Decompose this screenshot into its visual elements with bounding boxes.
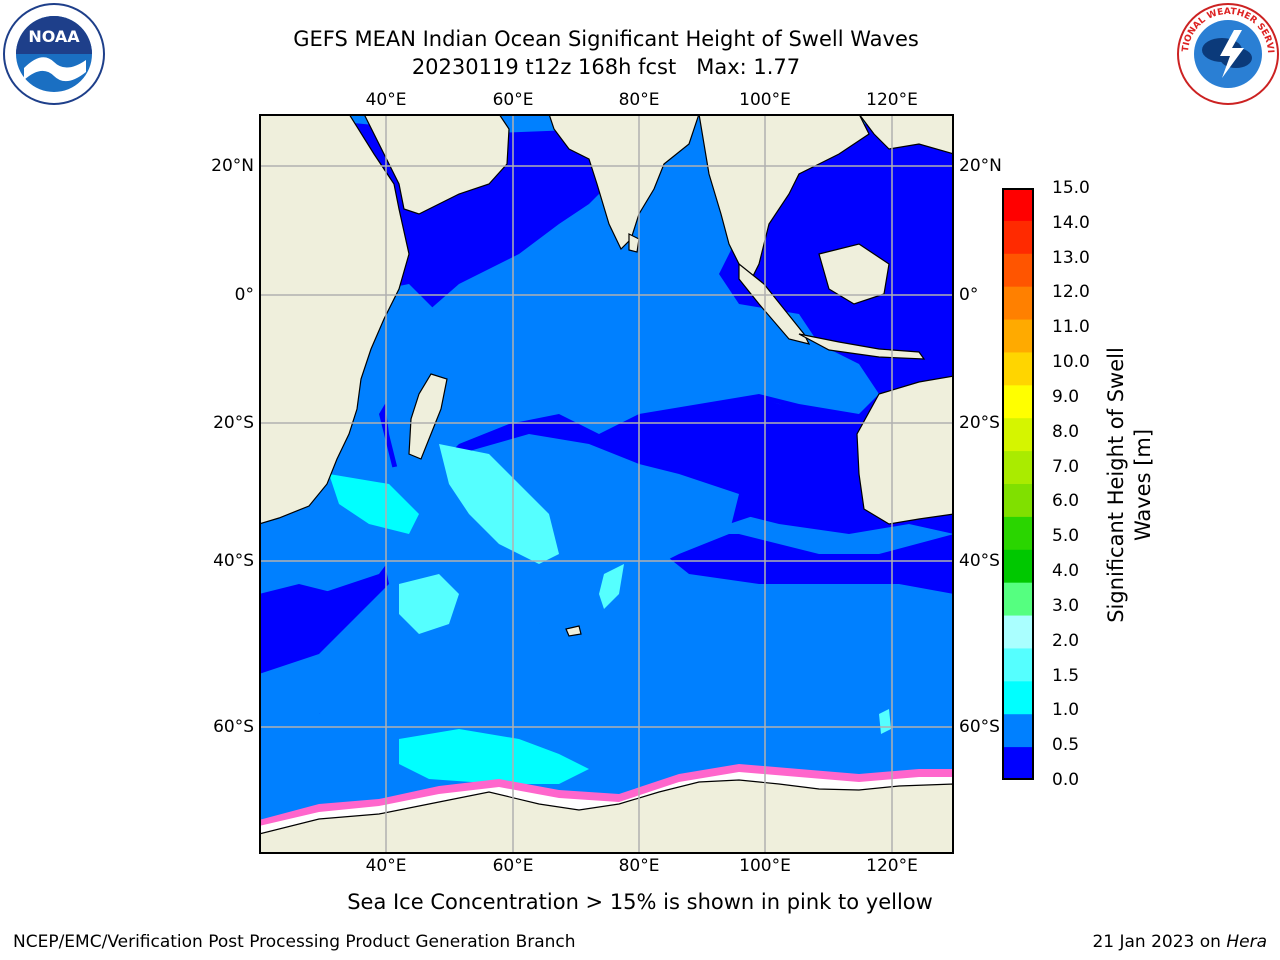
colorbar-band [1002,549,1034,584]
colorbar-tick-label: 1.0 [1052,700,1080,721]
lon-label-top: 100°E [739,90,791,110]
colorbar-tick-label: 0.5 [1052,735,1080,756]
lon-label-top: 80°E [618,90,660,110]
colorbar-band [1002,681,1034,715]
colorbar-tick-label: 8.0 [1052,421,1080,442]
lat-label-left: 60°S [213,717,254,737]
lon-label-bottom: 40°E [365,856,407,876]
colorbar-label: Significant Height of Swell Waves [m] [1103,347,1157,623]
colorbar-tick-label: 7.0 [1052,456,1080,477]
nws-logo: NATIONAL WEATHER SERVICE [1176,2,1279,105]
swell-high-patch [399,729,589,784]
colorbar-tick-label: 1.5 [1052,665,1080,686]
graticule [259,114,954,854]
swell-high-patch [399,574,459,634]
colorbar-tick-label: 0.0 [1052,770,1080,790]
swell-height-map [259,114,954,854]
ocean-mid-swell-region [729,654,954,779]
lat-label-left: 40°S [213,551,254,571]
land-kerguelen [565,625,582,637]
map-title: GEFS MEAN Indian Ocean Significant Heigh… [293,27,919,51]
footer-date: 21 Jan 2023 on Hera [1092,932,1267,952]
colorbar-band [1002,319,1034,353]
lon-label-bottom: 100°E [739,856,791,876]
lat-label-left: 20°N [211,156,254,176]
colorbar-label-line2: Waves [m] [1131,428,1155,542]
lon-label-top: 120°E [866,90,918,110]
footer-host: Hera [1226,932,1267,952]
colorbar-band [1002,385,1034,419]
land-masses [259,114,954,854]
land-madagascar [408,373,448,460]
colorbar-tick-label: 2.0 [1052,630,1080,651]
colorbar-band [1002,747,1034,780]
swell-high-patch [599,564,624,609]
colorbar-tick-label: 10.0 [1052,352,1090,373]
colorbar-band [1002,714,1034,748]
colorbar-band [1002,352,1034,386]
lat-label-left: 20°S [213,413,254,433]
map-subtitle: 20230119 t12z 168h fcst Max: 1.77 [411,55,801,79]
colorbar-band [1002,188,1034,222]
colorbar-tick-label: 3.0 [1052,595,1080,616]
land-sumatra [738,262,811,345]
lon-label-bottom: 120°E [866,856,918,876]
colorbar-tick-label: 5.0 [1052,526,1080,547]
colorbar [1002,188,1034,780]
lat-label-right: 60°S [959,717,1000,737]
swell-high-patch [439,444,559,564]
sea-ice-note: Sea Ice Concentration > 15% is shown in … [347,890,933,914]
colorbar-band [1002,484,1034,518]
land-australia [856,375,954,525]
colorbar-band [1002,418,1034,452]
land-arabia [363,114,510,215]
land-africa [259,114,410,525]
footer-credit: NCEP/EMC/Verification Post Processing Pr… [13,932,576,952]
land-southeast-asia [698,114,870,286]
lon-label-bottom: 80°E [618,856,660,876]
footer-date-text: 21 Jan 2023 on [1092,932,1227,952]
map-border [259,114,954,854]
colorbar-band [1002,516,1034,551]
colorbar-tick-label: 9.0 [1052,386,1080,407]
ocean-low-swell-region [259,584,339,644]
colorbar-bands [1002,188,1034,780]
lon-label-top: 60°E [492,90,534,110]
colorbar-tick-label: 4.0 [1052,561,1080,582]
colorbar-band [1002,286,1034,321]
colorbar-tick-label: 6.0 [1052,491,1080,512]
lat-label-right: 40°S [959,551,1000,571]
swell-high-patch [329,474,419,534]
land-sri-lanka [628,233,640,253]
lat-label-right: 20°N [959,156,1002,176]
lon-label-top: 40°E [365,90,407,110]
colorbar-border [1002,188,1034,780]
lat-label-right: 20°S [959,413,1000,433]
colorbar-band [1002,253,1034,288]
ocean-mid-swell-region [379,154,879,494]
colorbar-band [1002,451,1034,485]
land-borneo [818,243,890,305]
lat-label-right: 0° [959,285,979,305]
colorbar-label-line1: Significant Height of Swell [1104,347,1128,623]
ocean-low-swell-region [639,534,954,594]
colorbar-band [1002,220,1034,255]
colorbar-band [1002,582,1034,617]
land-india [548,114,700,251]
land-antarctica [259,779,954,854]
land-southeast-asia [858,114,954,155]
colorbar-band [1002,648,1034,682]
colorbar-tick-label: 14.0 [1052,212,1090,233]
lon-label-bottom: 60°E [492,856,534,876]
colorbar-tick-label: 12.0 [1052,282,1090,303]
lat-label-left: 0° [234,285,254,305]
colorbar-band [1002,615,1034,649]
noaa-logo: NOAA [3,3,105,105]
noaa-logo-text: NOAA [28,27,80,46]
colorbar-tick-label: 11.0 [1052,317,1090,338]
colorbar-tick-label: 15.0 [1052,178,1090,198]
colorbar-tick-label: 13.0 [1052,247,1090,268]
